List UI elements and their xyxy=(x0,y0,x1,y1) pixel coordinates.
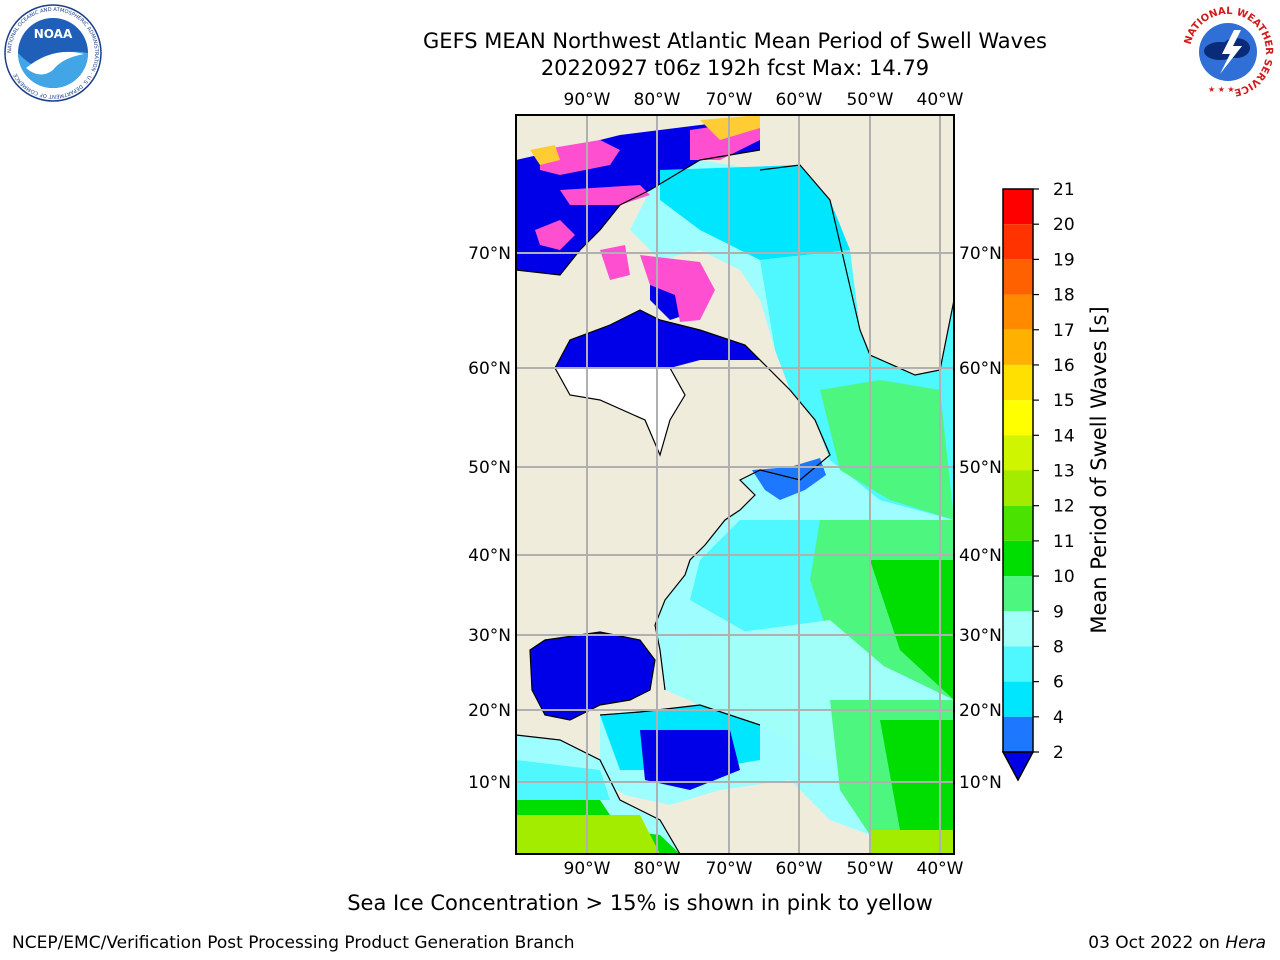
lat-label: 10°N xyxy=(959,773,1002,793)
colorbar-segment xyxy=(1003,189,1033,225)
colorbar-segment xyxy=(1003,681,1033,717)
lat-label: 60°N xyxy=(468,359,511,379)
lon-labels-bottom: 90°W 80°W 70°W 60°W 50°W 40°W xyxy=(564,859,964,879)
lat-label: 10°N xyxy=(468,773,511,793)
colorbar-segment xyxy=(1003,646,1033,682)
colorbar-label: Mean Period of Swell Waves [s] xyxy=(1087,306,1111,633)
ice-patch xyxy=(540,140,620,175)
colorbar-tick-label: 20 xyxy=(1053,215,1075,235)
lon-label: 90°W xyxy=(564,90,611,110)
colorbar-segment xyxy=(1003,224,1033,260)
hudson-bay xyxy=(555,310,770,370)
lon-label: 50°W xyxy=(847,859,894,879)
lat-label: 20°N xyxy=(468,701,511,721)
lon-labels-top: 90°W 80°W 70°W 60°W 50°W 40°W xyxy=(564,90,964,110)
colorbar-segment xyxy=(1003,364,1033,401)
colorbar-tick-label: 19 xyxy=(1053,250,1075,270)
map-subtitle: 20220927 t06z 192h fcst Max: 14.79 xyxy=(540,56,930,80)
noaa-logo-text: NOAA xyxy=(34,27,73,41)
ice-patch xyxy=(535,220,575,250)
swell-patch xyxy=(540,645,640,705)
credit-date: 03 Oct 2022 on Hera xyxy=(1088,933,1266,953)
lat-label: 30°N xyxy=(959,626,1002,646)
noaa-logo: NATIONAL OCEANIC AND ATMOSPHERIC ADMINIS… xyxy=(4,4,102,102)
svg-text:★ ★ ★: ★ ★ ★ xyxy=(1208,85,1235,94)
colorbar-tick-label: 12 xyxy=(1053,497,1075,517)
colorbar-segment xyxy=(1003,505,1033,541)
colorbar-tick-label: 17 xyxy=(1053,321,1075,341)
colorbar-segment xyxy=(1003,435,1033,471)
swell-patch xyxy=(870,560,954,700)
lat-label: 50°N xyxy=(468,458,511,478)
gulf-of-st-lawrence xyxy=(752,458,826,500)
colorbar-tick-label: 9 xyxy=(1053,602,1064,622)
colorbar-tick-label: 21 xyxy=(1053,180,1075,200)
lon-label: 40°W xyxy=(917,90,964,110)
map-title: GEFS MEAN Northwest Atlantic Mean Period… xyxy=(423,29,1047,53)
lat-labels-left: 70°N 60°N 50°N 40°N 30°N 20°N 10°N xyxy=(468,244,511,793)
ice-patch xyxy=(530,145,560,165)
lat-label: 70°N xyxy=(468,244,511,264)
lon-label: 70°W xyxy=(706,90,753,110)
swell-patch xyxy=(820,380,954,520)
ice-patch xyxy=(640,255,715,322)
colorbar-segment xyxy=(1003,400,1033,436)
graticule xyxy=(516,115,954,854)
colorbar-segment xyxy=(1003,611,1033,647)
colorbar-tick-label: 4 xyxy=(1053,708,1064,728)
lon-label: 50°W xyxy=(847,90,894,110)
colorbar-segment xyxy=(1003,294,1033,330)
colorbar-segment xyxy=(1003,540,1033,577)
swell-patch xyxy=(870,830,954,854)
swell-patch xyxy=(640,730,740,790)
lat-label: 40°N xyxy=(959,546,1002,566)
colorbar-tick-label: 18 xyxy=(1053,286,1075,306)
colorbar-tick-label: 13 xyxy=(1053,462,1075,482)
colorbar-tick-label: 11 xyxy=(1053,532,1075,552)
swell-patch xyxy=(660,165,850,260)
colorbar-tick-label: 15 xyxy=(1053,391,1075,411)
swell-period-patches xyxy=(516,165,954,854)
lat-label: 30°N xyxy=(468,626,511,646)
colorbar-tick-label: 8 xyxy=(1053,637,1064,657)
lon-label: 90°W xyxy=(564,859,611,879)
lat-label: 20°N xyxy=(959,701,1002,721)
lat-label: 60°N xyxy=(959,359,1002,379)
nws-logo: NATIONAL WEATHER SERVICE ★ ★ ★ xyxy=(1178,4,1278,100)
map-frame xyxy=(515,114,955,855)
lon-label: 70°W xyxy=(706,859,753,879)
colorbar: 2 4 6 8 9 10 11 12 13 14 15 16 17 18 19 20 21 xyxy=(1001,180,1075,782)
colorbar-segment xyxy=(1003,470,1033,506)
credit-branch: NCEP/EMC/Verification Post Processing Pr… xyxy=(12,933,575,953)
colorbar-tick-label: 16 xyxy=(1053,356,1075,376)
lat-label: 40°N xyxy=(468,546,511,566)
lon-label: 60°W xyxy=(776,90,823,110)
colorbar-tick-label: 2 xyxy=(1053,743,1064,763)
lon-label: 80°W xyxy=(634,859,681,879)
ice-patch xyxy=(560,185,650,205)
credit-date-text: 03 Oct 2022 on xyxy=(1088,933,1226,953)
colorbar-extend xyxy=(1001,751,1035,782)
map-field xyxy=(516,115,954,854)
credit-host: Hera xyxy=(1225,933,1266,953)
colorbar-segment xyxy=(1003,576,1033,612)
lat-label: 50°N xyxy=(959,458,1002,478)
colorbar-segment xyxy=(1003,716,1033,752)
colorbar-tick-label: 6 xyxy=(1053,673,1064,693)
colorbar-segment xyxy=(1003,259,1033,295)
lat-labels-right: 70°N 60°N 50°N 40°N 30°N 20°N 10°N xyxy=(959,244,1002,793)
sea-ice-note: Sea Ice Concentration > 15% is shown in … xyxy=(347,891,933,915)
lon-label: 60°W xyxy=(776,859,823,879)
colorbar-segment xyxy=(1003,329,1033,365)
lat-label: 70°N xyxy=(959,244,1002,264)
lon-label: 80°W xyxy=(634,90,681,110)
colorbar-tick-label: 10 xyxy=(1053,567,1075,587)
lon-label: 40°W xyxy=(917,859,964,879)
colorbar-tick-label: 14 xyxy=(1053,426,1075,446)
swell-patch xyxy=(880,720,954,840)
